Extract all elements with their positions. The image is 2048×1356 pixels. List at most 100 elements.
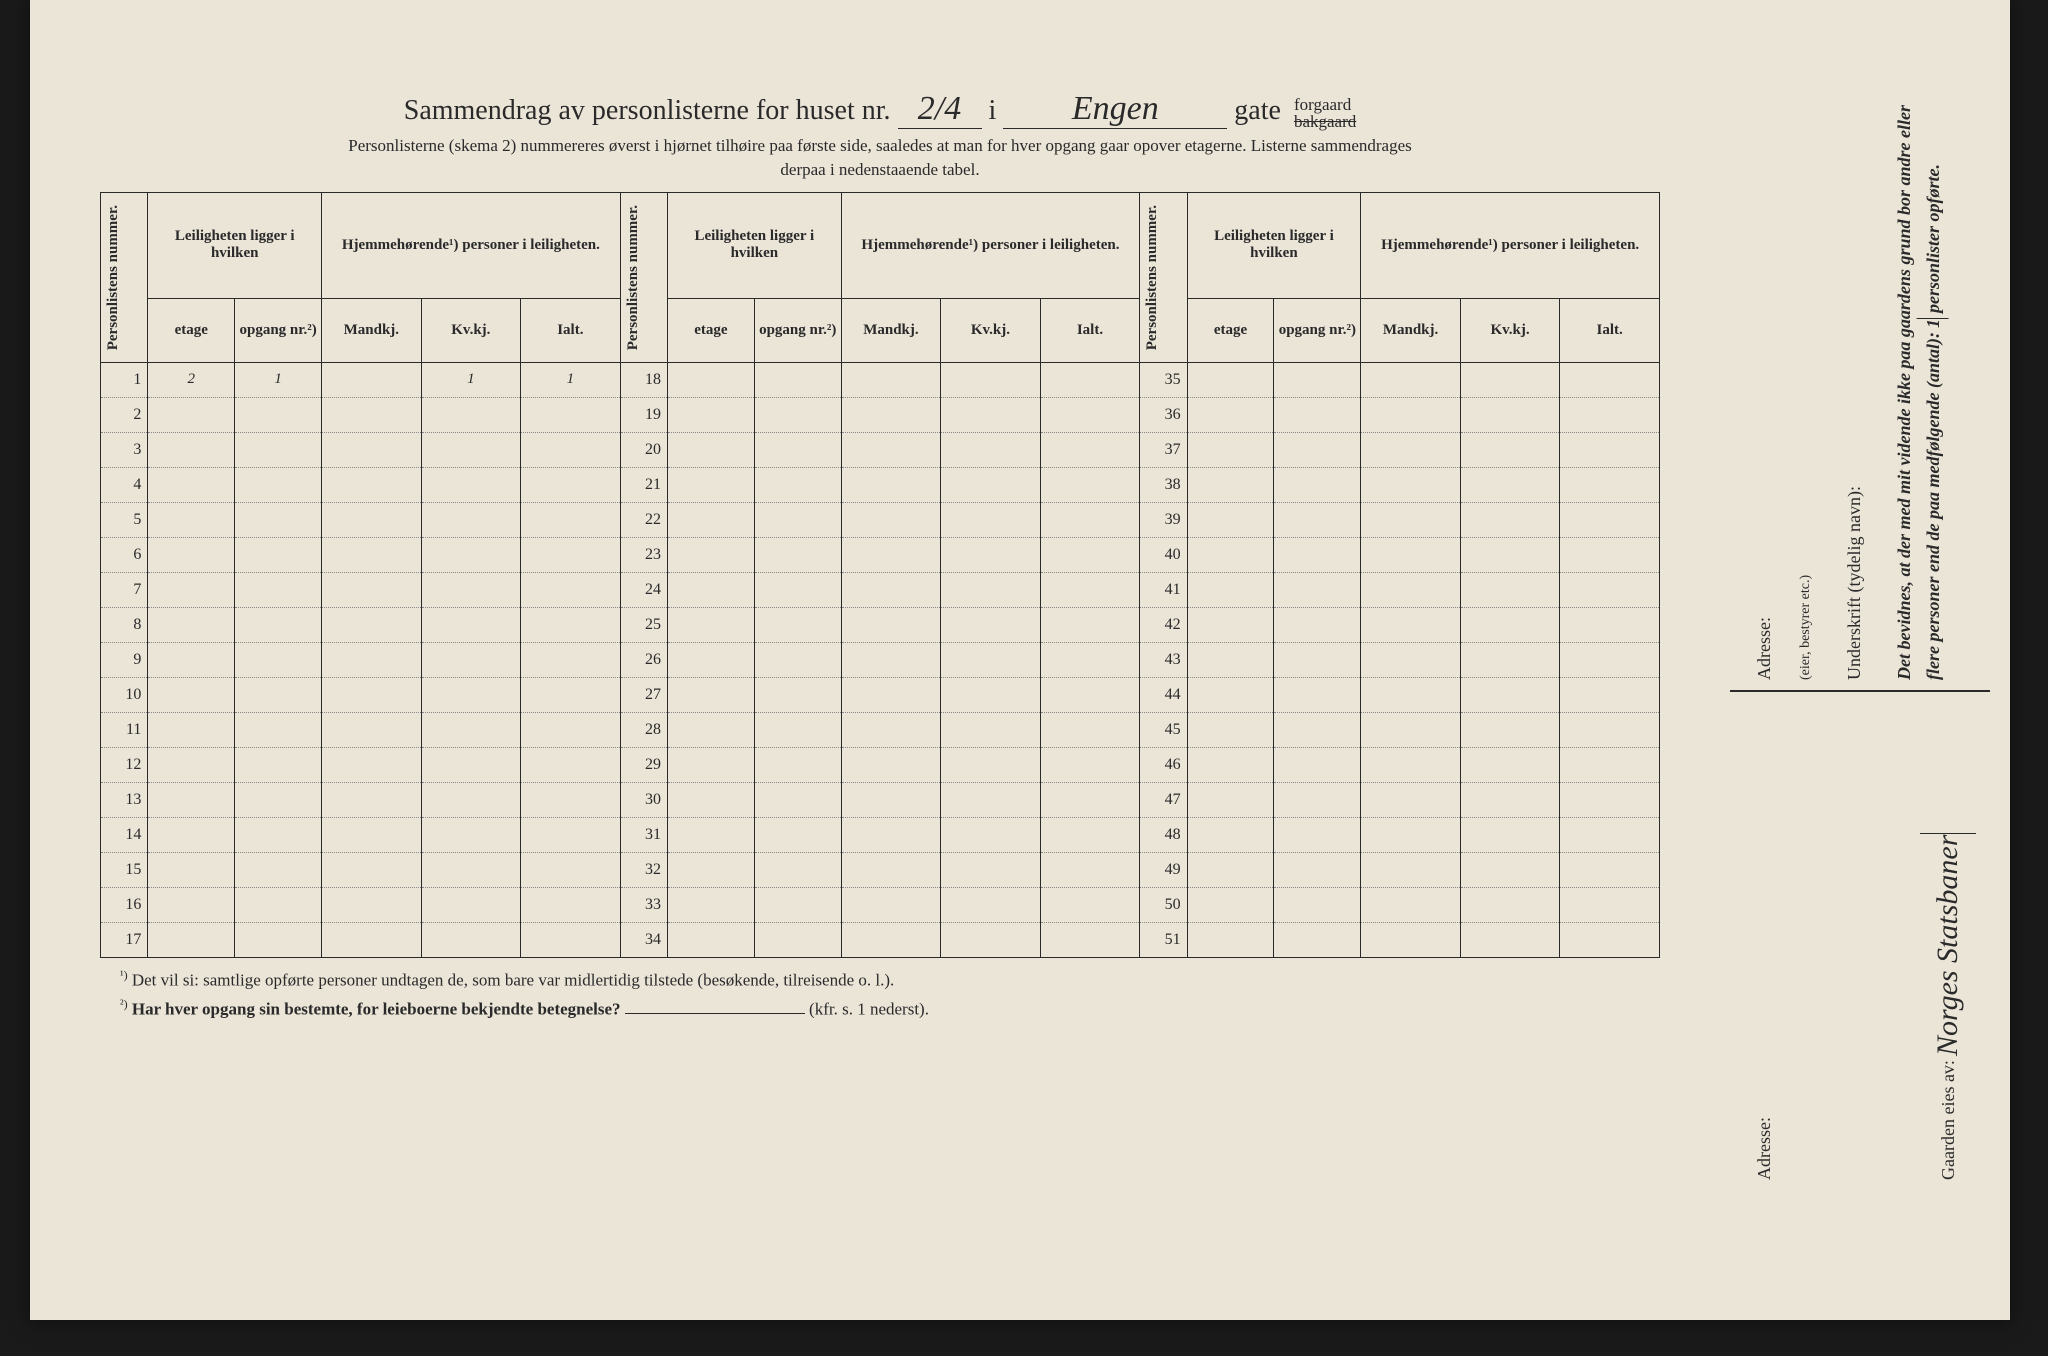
row-number: 41: [1140, 572, 1187, 607]
data-cell: [1560, 572, 1660, 607]
data-cell: [1187, 607, 1274, 642]
data-cell: [521, 712, 621, 747]
data-cell: [1560, 677, 1660, 712]
data-cell: 2: [148, 362, 235, 397]
row-number: 8: [101, 607, 148, 642]
data-cell: [322, 817, 422, 852]
data-cell: [667, 432, 754, 467]
data-cell: [148, 467, 235, 502]
data-cell: [1460, 467, 1560, 502]
list-count: 1: [1917, 318, 1949, 328]
col-opgang-3: opgang nr.²): [1274, 298, 1361, 362]
data-cell: [235, 502, 322, 537]
data-cell: [421, 887, 521, 922]
data-cell: [1460, 572, 1560, 607]
table-row: 153249: [101, 852, 1660, 887]
data-cell: [1361, 677, 1461, 712]
role-hint: (eier, bestyrer etc.): [1795, 100, 1817, 680]
data-cell: [1560, 397, 1660, 432]
row-number: 35: [1140, 362, 1187, 397]
data-cell: [1460, 852, 1560, 887]
data-cell: [1460, 502, 1560, 537]
row-number: 7: [101, 572, 148, 607]
data-cell: [1560, 467, 1660, 502]
data-cell: [754, 852, 841, 887]
row-number: 39: [1140, 502, 1187, 537]
data-cell: [1560, 432, 1660, 467]
row-number: 25: [620, 607, 667, 642]
table-row: 21936: [101, 397, 1660, 432]
data-cell: [1460, 607, 1560, 642]
col-hjemme-3: Hjemmehørende¹) personer i leiligheten.: [1361, 192, 1660, 298]
data-cell: [521, 642, 621, 677]
data-cell: [667, 607, 754, 642]
data-cell: [322, 362, 422, 397]
data-cell: [667, 677, 754, 712]
data-cell: [1560, 502, 1660, 537]
data-cell: [941, 782, 1041, 817]
col-mandkj-2: Mandkj.: [841, 298, 941, 362]
data-cell: [1460, 782, 1560, 817]
data-cell: [1361, 537, 1461, 572]
data-cell: [421, 817, 521, 852]
data-cell: [421, 852, 521, 887]
data-cell: [1460, 887, 1560, 922]
data-cell: [1187, 642, 1274, 677]
data-cell: [754, 677, 841, 712]
row-number: 46: [1140, 747, 1187, 782]
data-cell: [841, 467, 941, 502]
row-number: 20: [620, 432, 667, 467]
data-cell: [1274, 642, 1361, 677]
data-cell: [1274, 607, 1361, 642]
table-row: 121111835: [101, 362, 1660, 397]
data-cell: [421, 922, 521, 957]
data-cell: [941, 642, 1041, 677]
data-cell: [1460, 642, 1560, 677]
data-cell: [1361, 852, 1461, 887]
data-cell: [148, 922, 235, 957]
data-cell: [421, 747, 521, 782]
data-cell: [1274, 677, 1361, 712]
table-row: 52239: [101, 502, 1660, 537]
title-i: i: [989, 95, 997, 126]
data-cell: 1: [521, 362, 621, 397]
data-cell: [1560, 362, 1660, 397]
data-cell: [148, 852, 235, 887]
data-cell: [322, 572, 422, 607]
data-cell: [841, 607, 941, 642]
data-cell: [1274, 922, 1361, 957]
data-cell: [322, 607, 422, 642]
data-cell: [521, 677, 621, 712]
data-cell: [521, 397, 621, 432]
side-panel: Det bevidnes, at der med mit vidende ikk…: [1690, 100, 1970, 1200]
data-cell: [1274, 397, 1361, 432]
data-cell: [841, 397, 941, 432]
data-cell: [421, 677, 521, 712]
house-number-field: 2/4: [898, 90, 982, 129]
gaarden-eies: Gaarden eies av: Norges Statsbaner: [1920, 720, 1976, 1180]
row-number: 48: [1140, 817, 1187, 852]
col-personlistens-3: Personlistens nummer.: [1142, 197, 1163, 358]
side-divider: [1730, 690, 1990, 692]
data-cell: [148, 502, 235, 537]
data-cell: [941, 362, 1041, 397]
table-row: 112845: [101, 712, 1660, 747]
row-number: 31: [620, 817, 667, 852]
row-number: 51: [1140, 922, 1187, 957]
data-cell: [1361, 397, 1461, 432]
data-cell: [1460, 677, 1560, 712]
data-cell: [754, 817, 841, 852]
data-cell: [1040, 607, 1140, 642]
row-number: 33: [620, 887, 667, 922]
table-row: 163350: [101, 887, 1660, 922]
data-cell: [754, 922, 841, 957]
data-cell: [1460, 362, 1560, 397]
data-cell: [1460, 432, 1560, 467]
row-number: 21: [620, 467, 667, 502]
data-cell: [148, 747, 235, 782]
col-etage-1: etage: [148, 298, 235, 362]
title-prefix: Sammendrag av personlisterne for huset n…: [404, 95, 891, 126]
col-ialt-2: Ialt.: [1040, 298, 1140, 362]
table-row: 62340: [101, 537, 1660, 572]
data-cell: [322, 467, 422, 502]
